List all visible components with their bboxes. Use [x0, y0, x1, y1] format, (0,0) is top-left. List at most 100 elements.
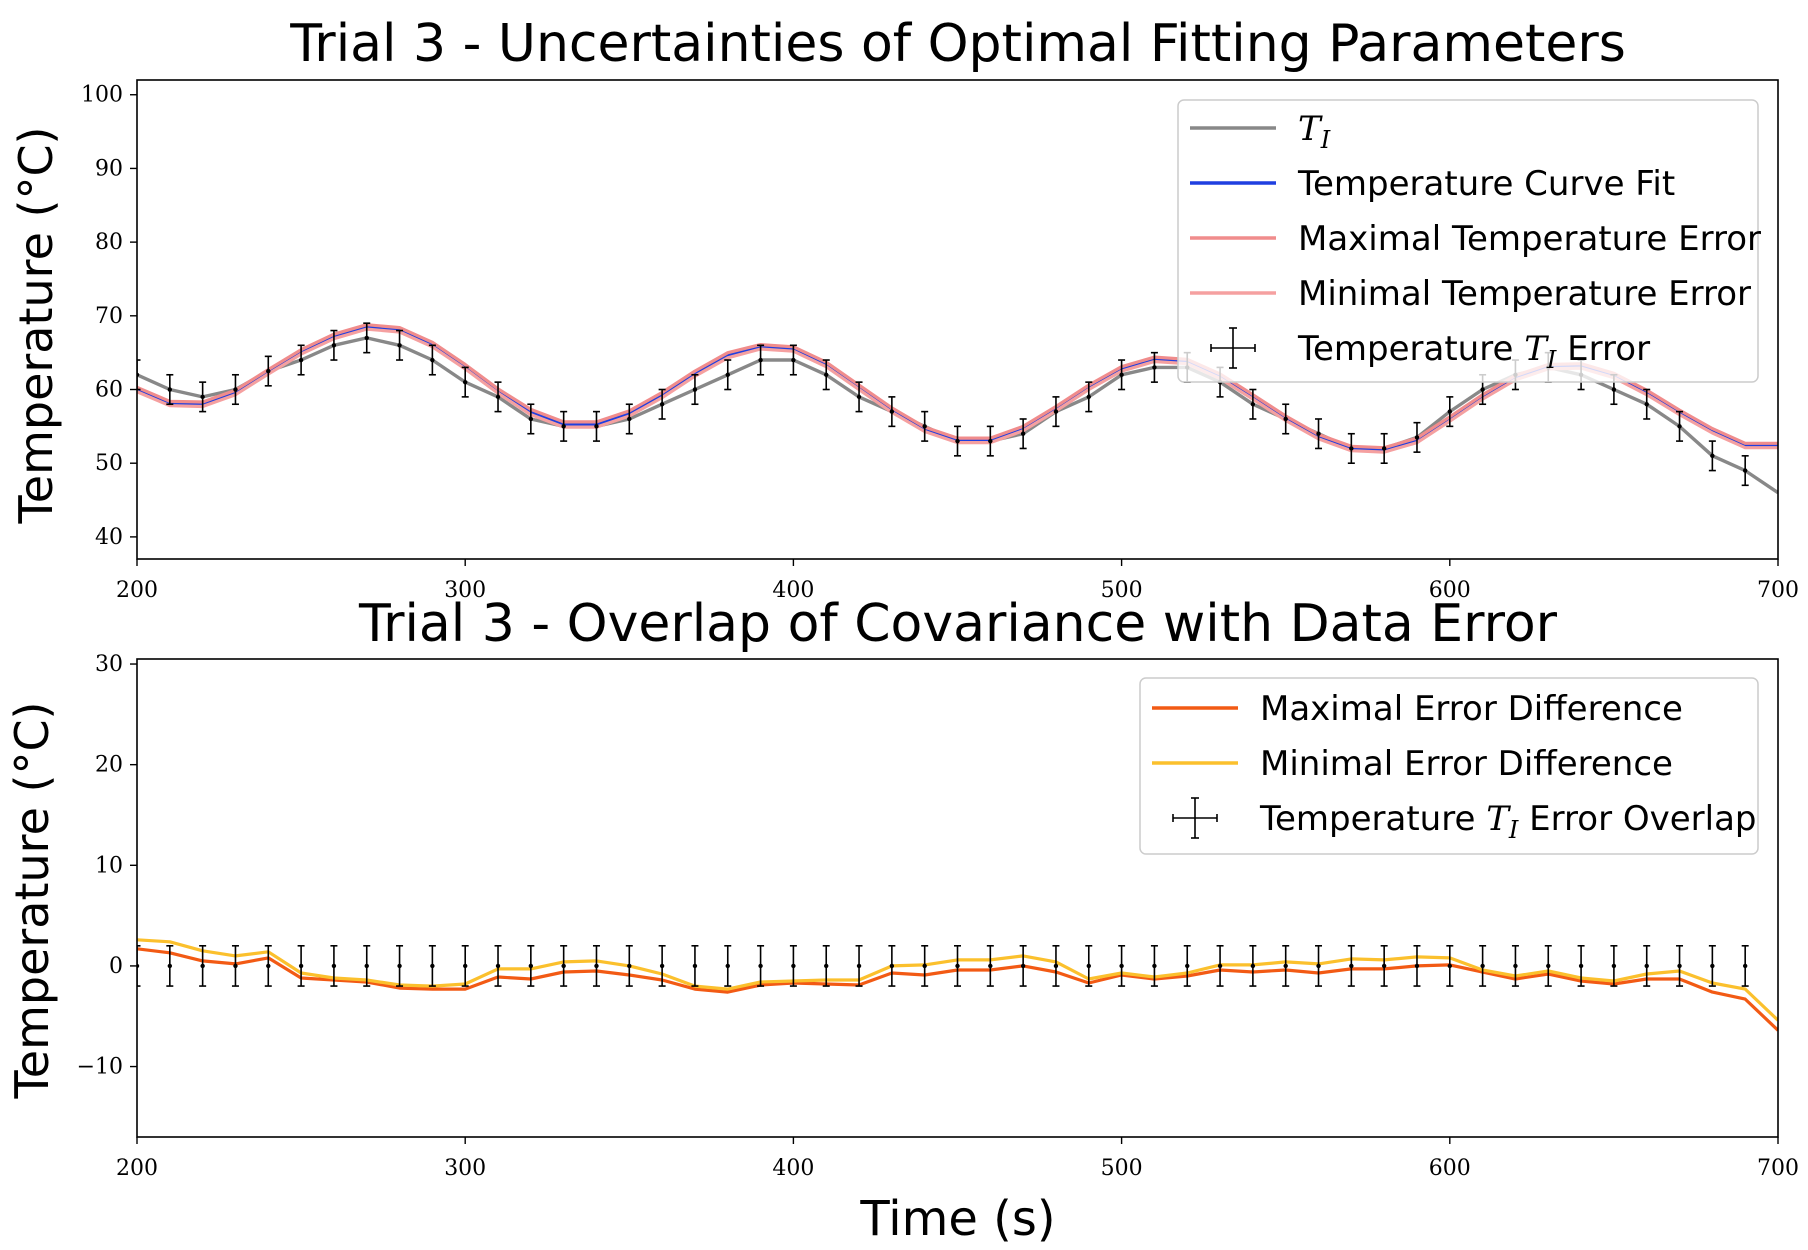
top-x-tick-label: 300	[444, 578, 486, 603]
chart-bottom: Trial 3 - Overlap of Covariance with Dat…	[5, 594, 1799, 1247]
bottom-errorbar	[1413, 944, 1421, 987]
bottom-errorbar	[1019, 944, 1027, 987]
chart-bottom-x-axis-label: Time (s)	[859, 1191, 1055, 1247]
chart-top-y-axis-label: Temperature (°C)	[9, 126, 63, 524]
bottom-errorbar	[1643, 944, 1651, 987]
top-errorbar	[231, 373, 239, 406]
bottom-errorbar	[494, 944, 502, 987]
bottom-errorbar	[789, 944, 797, 987]
top-errorbar	[330, 329, 338, 361]
top-legend-entry: TI	[1190, 109, 1331, 154]
bottom-errorbar	[757, 944, 765, 987]
bottom-errorbar	[1085, 944, 1093, 987]
bottom-errorbar	[1610, 944, 1618, 987]
chart-top-legend: TI Temperature Curve Fit Maximal Temperatu…	[1177, 99, 1761, 383]
top-y-tick-label: 60	[95, 378, 123, 403]
top-axes-frame	[136, 79, 1779, 560]
top-legend-label: TI	[1298, 109, 1331, 154]
top-legend-label: Temperature TI Error	[1297, 329, 1650, 374]
bottom-errorbar	[1577, 944, 1585, 987]
top-errorbar	[1315, 418, 1323, 450]
bottom-errorbar	[1249, 944, 1257, 987]
top-y-tick-label: 80	[95, 230, 123, 255]
chart-top-title: Trial 3 - Uncertainties of Optimal Fitti…	[289, 14, 1626, 74]
top-y-tick-label: 40	[95, 525, 123, 550]
top-errorbar	[560, 410, 568, 442]
top-errorbar	[527, 403, 535, 435]
bottom-errorbar	[1544, 944, 1552, 987]
bottom-y-tick-label: 30	[95, 652, 123, 677]
bottom-y-tick-label: 10	[95, 853, 123, 878]
top-legend-box	[1177, 99, 1759, 383]
top-errorbars-temperature-t-i-error	[137, 322, 1749, 487]
top-errorbar	[625, 403, 633, 435]
chart-bottom-series-layer	[137, 938, 1778, 1032]
top-errorbar	[954, 425, 961, 457]
top-errorbar	[855, 381, 863, 413]
bottom-errorbar	[428, 944, 436, 987]
top-errorbar	[363, 322, 371, 354]
bottom-errorbars-temperature-t-i-error-overlap	[137, 944, 1749, 987]
top-x-tick-label: 600	[1429, 578, 1471, 603]
bottom-errorbar	[166, 944, 174, 987]
chart-bottom-legend: Maximal Error Difference Minimal Error Di…	[1139, 677, 1759, 855]
bottom-errorbar	[1741, 944, 1749, 987]
bottom-x-tick-label: 300	[444, 1156, 486, 1181]
top-errorbar	[724, 359, 732, 391]
bottom-errorbar	[921, 944, 929, 987]
chart-bottom-title: Trial 3 - Overlap of Covariance with Dat…	[358, 594, 1558, 654]
bottom-errorbar	[527, 944, 535, 987]
top-errorbar	[494, 381, 502, 413]
top-errorbar	[1446, 396, 1454, 428]
bottom-y-tick-label: 20	[95, 753, 123, 778]
bottom-errorbar	[264, 944, 272, 987]
bottom-y-tick-label: 0	[109, 954, 123, 979]
top-errorbar	[921, 410, 929, 442]
bottom-legend-label: Maximal Error Difference	[1260, 689, 1683, 729]
bottom-errorbar	[691, 944, 699, 987]
bottom-errorbar	[1052, 944, 1060, 987]
bottom-errorbar	[1118, 944, 1126, 987]
top-y-tick-label: 90	[95, 156, 123, 181]
bottom-errorbar	[954, 944, 961, 987]
top-legend-entry: Temperature TI Error	[1210, 327, 1650, 374]
bottom-errorbar	[199, 944, 207, 987]
top-errorbar	[1118, 359, 1126, 391]
bottom-errorbar	[658, 944, 666, 987]
bottom-errorbar	[888, 944, 896, 987]
bottom-axes-frame	[136, 658, 1779, 1138]
chart-bottom-y-axis-label: Temperature (°C)	[5, 701, 59, 1099]
top-errorbar	[1413, 421, 1421, 453]
top-legend-label: Minimal Temperature Error	[1298, 274, 1751, 314]
bottom-errorbar	[1347, 944, 1355, 987]
top-errorbar	[986, 425, 994, 457]
bottom-x-tick-label: 500	[1101, 1156, 1143, 1181]
bottom-errorbar	[986, 944, 994, 987]
top-y-tick-label: 50	[95, 451, 123, 476]
bottom-errorbar	[1216, 944, 1224, 987]
bottom-errorbar	[625, 944, 633, 987]
bottom-errorbar	[1676, 944, 1684, 987]
bottom-errorbar	[330, 944, 338, 987]
top-x-tick-label: 400	[772, 578, 814, 603]
bottom-errorbar	[1380, 944, 1388, 987]
bottom-errorbar	[855, 944, 863, 987]
top-errorbar	[1676, 410, 1684, 442]
top-x-tick-label: 500	[1101, 578, 1143, 603]
top-errorbar	[1249, 388, 1257, 420]
bottom-errorbar	[363, 944, 371, 987]
bottom-errorbar	[1183, 944, 1191, 987]
top-legend-errorbar-swatch	[1210, 327, 1256, 369]
chart-top: Trial 3 - Uncertainties of Optimal Fitti…	[9, 14, 1799, 603]
bottom-errorbar	[396, 944, 404, 987]
bottom-errorbar	[724, 944, 732, 987]
top-errorbar	[428, 344, 436, 376]
bottom-errorbar	[1708, 944, 1716, 987]
bottom-errorbar	[822, 944, 830, 987]
bottom-legend-errorbar-swatch	[1172, 797, 1218, 839]
bottom-x-tick-label: 400	[772, 1156, 814, 1181]
top-errorbar	[166, 373, 174, 406]
bottom-x-tick-label: 600	[1429, 1156, 1471, 1181]
bottom-errorbar	[1479, 944, 1487, 987]
